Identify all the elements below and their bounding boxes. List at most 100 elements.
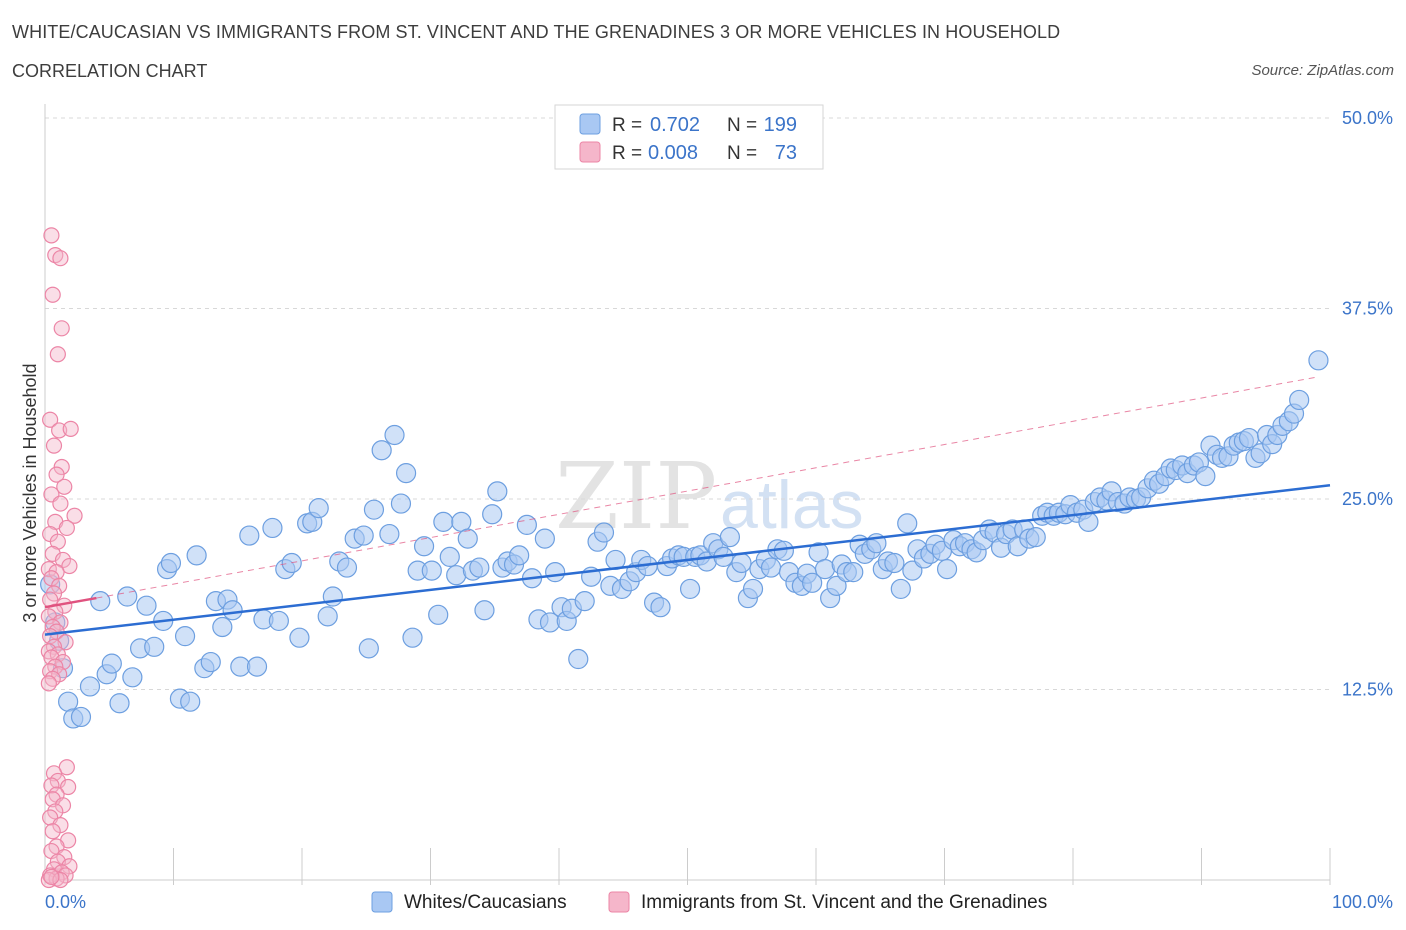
point-immigrants	[62, 420, 79, 437]
point-immigrants	[60, 778, 77, 796]
point-whites	[451, 511, 472, 532]
point-immigrants	[47, 658, 64, 675]
point-whites	[1308, 350, 1329, 371]
point-whites	[363, 499, 385, 520]
point-whites	[516, 514, 537, 536]
y-tick-labels: 12.5% 25.0% 37.5% 50.0%	[1342, 108, 1393, 700]
point-whites	[421, 560, 442, 581]
point-whites	[469, 557, 490, 578]
point-whites	[457, 528, 478, 549]
point-whites	[395, 462, 417, 484]
point-whites	[144, 636, 165, 657]
point-whites	[371, 440, 392, 461]
point-whites	[773, 540, 794, 561]
point-immigrants	[48, 466, 65, 483]
trend-lines	[44, 376, 1331, 636]
point-whites	[843, 562, 864, 583]
point-whites	[884, 552, 905, 574]
trend-line-whites	[44, 484, 1331, 636]
point-whites	[826, 575, 847, 596]
point-whites	[239, 525, 260, 546]
point-whites	[200, 651, 221, 673]
legend-n-value-0: 199	[764, 114, 797, 136]
point-immigrants	[52, 871, 69, 889]
point-whites	[70, 706, 92, 728]
chart-title: WHITE/CAUCASIAN VS IMMIGRANTS FROM ST. V…	[12, 22, 1061, 42]
watermark-zip: ZIP	[555, 443, 717, 550]
point-whites	[593, 522, 615, 543]
point-whites	[534, 528, 555, 549]
point-whites	[308, 498, 329, 519]
legend-n-value-1: 73	[775, 142, 797, 164]
point-whites	[122, 667, 143, 688]
point-whites	[174, 626, 196, 647]
point-immigrants	[43, 868, 60, 886]
point-whites	[1195, 466, 1216, 487]
legend-series-swatch-0	[371, 891, 393, 913]
point-immigrants	[49, 346, 66, 363]
point-whites	[58, 691, 79, 712]
legend-series-label-0: Whites/Caucasians	[404, 892, 567, 913]
point-whites	[574, 591, 595, 612]
point-whites	[101, 653, 122, 674]
y-tick-label: 50.0%	[1342, 108, 1393, 128]
point-whites	[186, 545, 207, 566]
legend-series-label-1: Immigrants from St. Vincent and the Gren…	[641, 892, 1047, 913]
point-immigrants	[43, 777, 60, 794]
point-immigrants	[58, 759, 75, 776]
point-immigrants	[40, 871, 57, 889]
point-whites	[439, 546, 460, 568]
point-immigrants	[40, 675, 57, 692]
legend-swatch-pink	[579, 141, 601, 163]
point-immigrants	[66, 507, 83, 524]
legend-swatch-blue	[579, 113, 601, 135]
y-axis-title: 3 or more Vehicles in Household	[20, 363, 40, 622]
point-whites	[90, 591, 111, 612]
point-immigrants	[42, 411, 59, 428]
point-immigrants	[44, 823, 61, 840]
point-whites	[545, 562, 566, 583]
point-whites	[353, 525, 374, 546]
legend-n-label-1: N =	[727, 143, 757, 164]
axes	[44, 104, 1331, 885]
chart-subtitle: CORRELATION CHART	[12, 61, 208, 81]
legend-r-value-0: 0.702	[650, 114, 700, 136]
point-whites	[742, 578, 764, 600]
series-immigrants-points	[40, 227, 83, 889]
point-immigrants	[43, 227, 60, 244]
point-whites	[180, 691, 201, 712]
point-whites	[802, 572, 823, 593]
point-whites	[136, 595, 157, 616]
point-whites	[760, 557, 782, 578]
point-immigrants	[54, 653, 72, 671]
y-tick-label: 37.5%	[1342, 299, 1393, 319]
x-tick-label: 100.0%	[1332, 892, 1393, 912]
point-whites	[650, 597, 671, 618]
legend-series-swatch-1	[608, 891, 630, 913]
point-whites	[222, 600, 243, 621]
y-tick-label: 12.5%	[1342, 680, 1393, 700]
point-whites	[1025, 526, 1046, 548]
legend-r-label-1: R =	[612, 143, 642, 164]
point-immigrants	[45, 437, 63, 454]
legend-stats: R = 0.702 N = 199 R = 0.008 N = 73	[554, 104, 824, 170]
point-whites	[679, 578, 701, 600]
point-whites	[731, 552, 752, 574]
point-whites	[384, 424, 405, 446]
point-whites	[487, 481, 508, 502]
point-immigrants	[61, 557, 78, 575]
point-immigrants	[52, 250, 69, 267]
point-whites	[509, 545, 530, 566]
point-whites	[897, 513, 918, 534]
point-whites	[289, 627, 310, 648]
point-whites	[246, 656, 268, 677]
watermark-atlas: atlas	[720, 467, 864, 543]
point-immigrants	[52, 495, 69, 512]
point-whites	[358, 638, 379, 659]
point-whites	[482, 504, 503, 525]
series-whites-points	[40, 350, 1329, 729]
point-whites	[268, 610, 289, 632]
point-whites	[390, 493, 412, 514]
point-whites	[814, 559, 836, 580]
legend-r-label-0: R =	[612, 115, 642, 136]
